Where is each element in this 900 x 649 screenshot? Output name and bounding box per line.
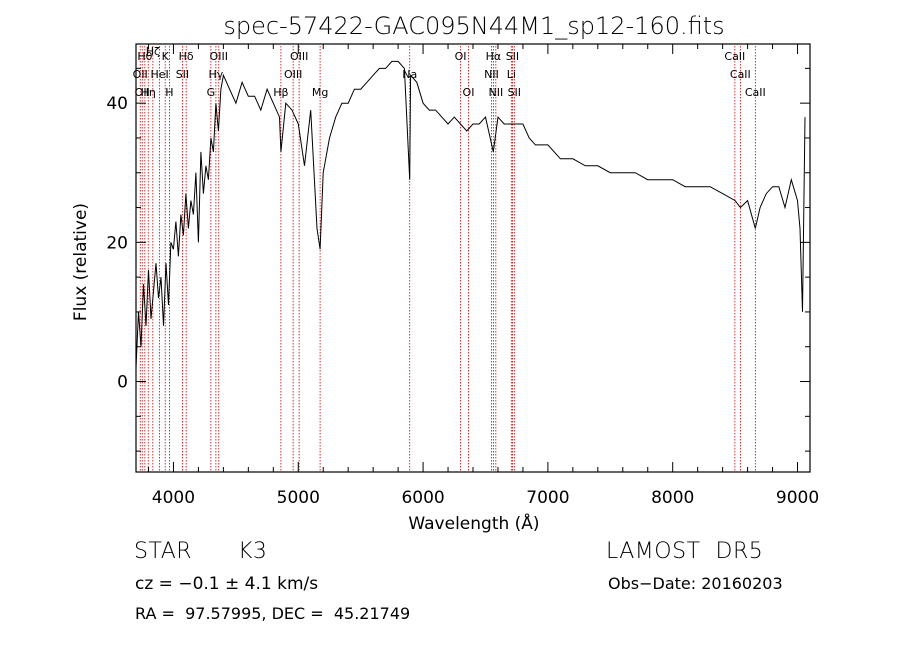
x-tick-label: 9000 <box>776 488 819 508</box>
object-class: STAR <box>134 539 193 564</box>
line-marker-label: Hθ <box>137 50 152 63</box>
line-marker-label: SII <box>176 68 189 81</box>
line-marker-label: Na <box>402 68 417 81</box>
line-marker-label: Hη <box>141 86 156 99</box>
x-tick-label: 8000 <box>651 488 694 508</box>
line-marker-label: NII <box>488 86 503 99</box>
line-marker-label: Hγ <box>208 68 223 81</box>
object-subclass: K3 <box>238 539 268 564</box>
line-marker-label: OIII <box>284 68 302 81</box>
x-tick-label: 5000 <box>277 488 320 508</box>
line-marker-label: HeI <box>150 68 168 81</box>
x-tick-label: 4000 <box>152 488 195 508</box>
line-marker-label: SII <box>506 50 519 63</box>
y-axis-label: Flux (relative) <box>71 203 91 321</box>
x-tick-label: 6000 <box>401 488 444 508</box>
line-marker-label: Li <box>507 68 516 81</box>
line-marker-label: OII <box>133 68 148 81</box>
line-marker-label: Hβ <box>273 86 288 99</box>
line-marker-label: OII <box>135 86 150 99</box>
line-markers <box>139 46 756 472</box>
survey-name: LAMOST DR5 <box>606 539 764 564</box>
line-marker-label: Hα <box>486 50 502 63</box>
y-tick-label: 0 <box>117 373 128 393</box>
line-marker-label: OI <box>463 86 475 99</box>
line-marker-label: G <box>207 86 216 99</box>
x-axis-ticks: 4000 5000 6000 7000 8000 9000 <box>147 44 819 508</box>
line-marker-label: OI <box>455 50 467 63</box>
x-axis-label: Wavelength (Å) <box>408 512 539 534</box>
line-marker-label: Hζ <box>146 45 160 58</box>
spectrum-line <box>135 60 806 368</box>
line-marker-label: CaII <box>730 68 751 81</box>
line-marker-label: SII <box>508 86 521 99</box>
chart-title: spec-57422-GAC095N44M1_sp12-160.fits <box>223 12 724 40</box>
line-marker-label: Mg <box>312 86 328 99</box>
line-marker-label: NII <box>484 68 499 81</box>
line-marker-label: Hδ <box>179 50 194 63</box>
obs-date-text: Obs−Date: 20160203 <box>608 574 783 593</box>
line-marker-labels: OIIOIIHθHηHζHeIKHSIIHδGHγOIIIHβOIIIOIIIM… <box>133 45 766 99</box>
y-axis-ticks: 0 20 40 <box>106 67 810 452</box>
line-marker-label: OIII <box>290 50 308 63</box>
line-marker-label: OIII <box>210 50 228 63</box>
y-tick-label: 20 <box>106 233 128 253</box>
plot-frame <box>135 43 811 473</box>
coordinates-text: RA = 97.57995, DEC = 45.21749 <box>135 604 411 623</box>
line-marker-label: K <box>162 50 170 63</box>
y-tick-label: 40 <box>106 94 128 114</box>
x-tick-label: 7000 <box>526 488 569 508</box>
line-marker-label: CaII <box>745 86 766 99</box>
line-marker-label: CaII <box>724 50 745 63</box>
redshift-text: cz = −0.1 ± 4.1 km/s <box>135 574 319 594</box>
line-marker-label: H <box>165 86 173 99</box>
